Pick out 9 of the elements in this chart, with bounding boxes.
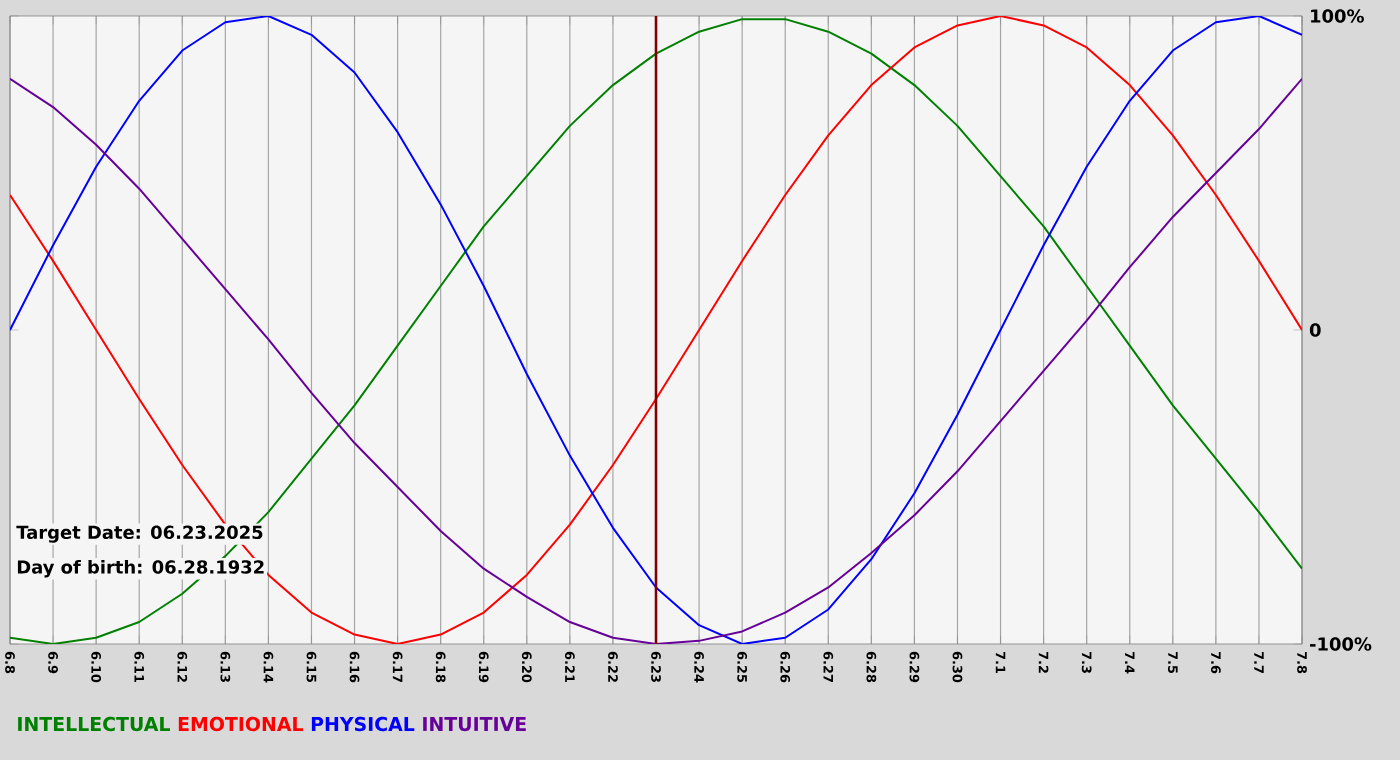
y-tick-label: 0 xyxy=(1309,323,1321,337)
annotation: Target Date: 06.23.2025 xyxy=(16,525,263,543)
text: EMOTIONAL xyxy=(178,716,304,732)
y-tick-label: -100% xyxy=(1310,637,1372,651)
text: INTUITIVE xyxy=(423,717,526,732)
y-tick-label: 100% xyxy=(1311,9,1364,23)
text: INTELLECTUAL xyxy=(18,716,170,732)
text: PHYSICAL xyxy=(311,716,415,732)
annotation: Day of birth: 06.28.1932 xyxy=(17,559,264,578)
